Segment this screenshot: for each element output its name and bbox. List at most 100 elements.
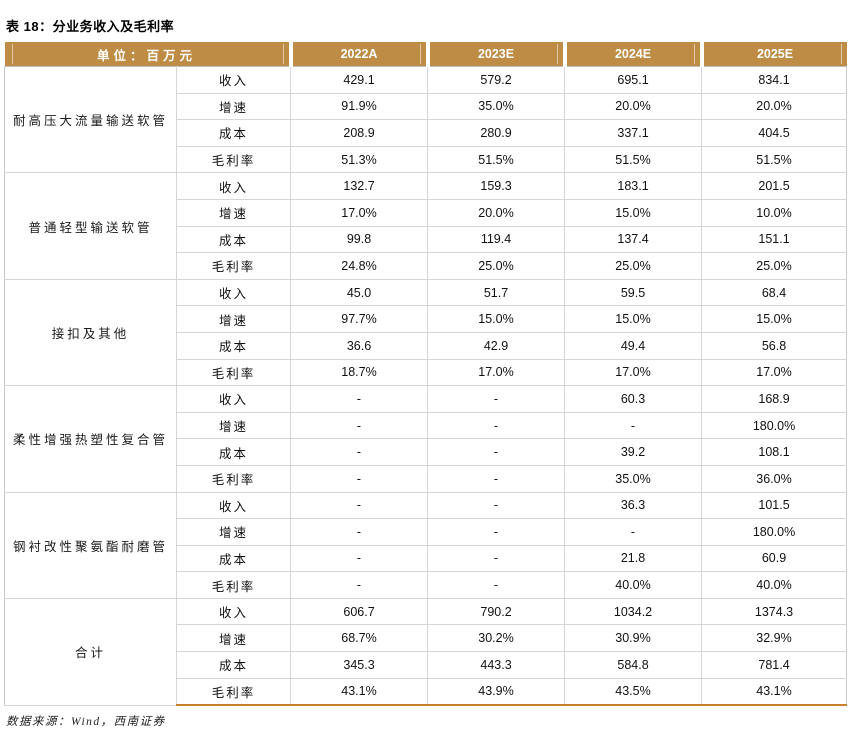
metric-label-cell: 增速 xyxy=(175,305,292,333)
value-cell: 790.2 xyxy=(427,597,566,626)
metric-label-cell: 成本 xyxy=(175,119,292,147)
value-cell: - xyxy=(427,411,566,440)
value-cell: 201.5 xyxy=(701,172,848,200)
value-cell: 443.3 xyxy=(427,651,566,679)
value-cell: 56.8 xyxy=(701,331,848,360)
value-cell: 17.0% xyxy=(564,358,703,387)
table-row: 成本 99.8 119.4 137.4 151.1 xyxy=(5,225,848,254)
value-cell: 30.9% xyxy=(564,624,703,653)
value-cell: 429.1 xyxy=(290,66,429,94)
table-header: 单位：百万元 2022A 2023E 2024E 2025E xyxy=(4,42,847,67)
value-cell: - xyxy=(427,491,566,520)
metric-label-cell: 成本 xyxy=(175,438,292,466)
table-title: 表 18：分业务收入及毛利率 xyxy=(6,19,175,34)
header-row: 单位：百万元 2022A 2023E 2024E 2025E xyxy=(4,42,847,67)
value-cell: 49.4 xyxy=(564,331,703,360)
table-row: 增速 - - -180.0% xyxy=(5,518,848,546)
table-row: 增速 68.7% 30.2% 30.9% 32.9% xyxy=(5,624,848,653)
table-row: 毛利率 - -40.0% 40.0% xyxy=(5,571,848,599)
value-cell: 183.1 xyxy=(564,172,703,200)
table-row: 成本 - -39.2 108.1 xyxy=(5,438,848,466)
value-cell: 51.5% xyxy=(701,145,848,174)
value-cell: 45.0 xyxy=(290,278,429,307)
value-cell: 91.9% xyxy=(290,92,429,121)
value-cell: 43.1% xyxy=(701,677,848,707)
table-row: 普通轻型输送软管 收入 132.7 159.3 183.1 201.5 xyxy=(4,172,848,280)
column-header-2025e: 2025E xyxy=(699,42,847,67)
value-cell: 51.5% xyxy=(427,145,566,174)
value-cell: - xyxy=(290,518,429,546)
table-row: 毛利率 51.3% 51.5% 51.5% 51.5% xyxy=(5,145,848,174)
value-cell: 180.0% xyxy=(701,518,848,546)
metric-label-cell: 增速 xyxy=(175,198,292,227)
value-cell: 68.7% xyxy=(290,624,429,653)
value-cell: 18.7% xyxy=(290,358,429,387)
value-cell: 36.3 xyxy=(564,491,703,520)
value-cell: - xyxy=(290,438,429,466)
metric-label-cell: 收入 xyxy=(175,278,292,307)
metric-label-cell: 增速 xyxy=(175,92,292,121)
value-cell: 97.7% xyxy=(290,305,429,333)
value-cell: - xyxy=(564,518,703,546)
metric-label-cell: 增速 xyxy=(175,411,292,440)
category-cell: 普通轻型输送软管 xyxy=(4,172,177,280)
value-cell: 17.0% xyxy=(701,358,848,387)
value-cell: 137.4 xyxy=(564,225,703,254)
value-cell: 151.1 xyxy=(701,225,848,254)
value-cell: 51.7 xyxy=(427,278,566,307)
value-cell: 43.1% xyxy=(290,677,429,707)
value-cell: 584.8 xyxy=(564,651,703,679)
value-cell: 168.9 xyxy=(701,385,848,413)
value-cell: 10.0% xyxy=(701,198,848,227)
table-row: 接扣及其他 收入 45.0 51.7 59.5 68.4 xyxy=(4,278,848,387)
column-header-2024e: 2024E xyxy=(562,42,702,67)
value-cell: 30.2% xyxy=(427,624,566,653)
value-cell: 345.3 xyxy=(290,651,429,679)
value-cell: 337.1 xyxy=(564,119,703,147)
value-cell: 40.0% xyxy=(564,571,703,599)
value-cell: 108.1 xyxy=(701,438,848,466)
value-cell: 132.7 xyxy=(290,172,429,200)
table-row: 钢衬改性聚氨酯耐磨管 收入 - -36.3 101.5 xyxy=(4,491,848,599)
value-cell: - xyxy=(290,385,429,413)
value-cell: - xyxy=(427,518,566,546)
value-cell: 36.0% xyxy=(701,464,848,493)
metric-label-cell: 收入 xyxy=(175,597,292,626)
table-row: 合计 收入 606.7 790.2 1034.2 1374.3 xyxy=(4,597,848,706)
data-source-note: 数据来源：Wind，西南证券 xyxy=(6,716,166,729)
value-cell: 579.2 xyxy=(427,66,566,94)
value-cell: 17.0% xyxy=(427,358,566,387)
value-cell: 17.0% xyxy=(290,198,429,227)
table-row: 毛利率 43.1% 43.9% 43.5% 43.1% xyxy=(5,677,848,707)
metric-label-cell: 收入 xyxy=(175,66,292,94)
value-cell: 60.9 xyxy=(701,544,848,573)
table-row: 毛利率 - -35.0% 36.0% xyxy=(5,464,848,493)
value-cell: - xyxy=(290,464,429,493)
table-row: 成本 208.9 280.9 337.1 404.5 xyxy=(5,119,848,147)
value-cell: 159.3 xyxy=(427,172,566,200)
value-cell: - xyxy=(290,571,429,599)
category-cell: 耐高压大流量输送软管 xyxy=(4,65,177,174)
value-cell: - xyxy=(290,544,429,573)
value-cell: 606.7 xyxy=(290,597,429,626)
value-cell: 101.5 xyxy=(701,491,848,520)
value-cell: 20.0% xyxy=(427,198,566,227)
value-cell: 280.9 xyxy=(427,119,566,147)
value-cell: 43.9% xyxy=(427,677,566,707)
value-cell: 25.0% xyxy=(564,252,703,280)
metric-label-cell: 成本 xyxy=(175,331,292,360)
metric-label-cell: 收入 xyxy=(175,491,292,520)
metric-label-cell: 增速 xyxy=(175,624,292,653)
value-cell: 35.0% xyxy=(564,464,703,493)
value-cell: - xyxy=(427,544,566,573)
value-cell: 834.1 xyxy=(701,66,848,94)
category-cell: 钢衬改性聚氨酯耐磨管 xyxy=(4,491,177,599)
value-cell: - xyxy=(427,438,566,466)
metric-label-cell: 毛利率 xyxy=(175,252,292,280)
value-cell: 208.9 xyxy=(290,119,429,147)
value-cell: 15.0% xyxy=(564,305,703,333)
metric-label-cell: 毛利率 xyxy=(175,571,292,599)
metric-label-cell: 成本 xyxy=(175,544,292,573)
category-cell: 接扣及其他 xyxy=(4,278,177,387)
